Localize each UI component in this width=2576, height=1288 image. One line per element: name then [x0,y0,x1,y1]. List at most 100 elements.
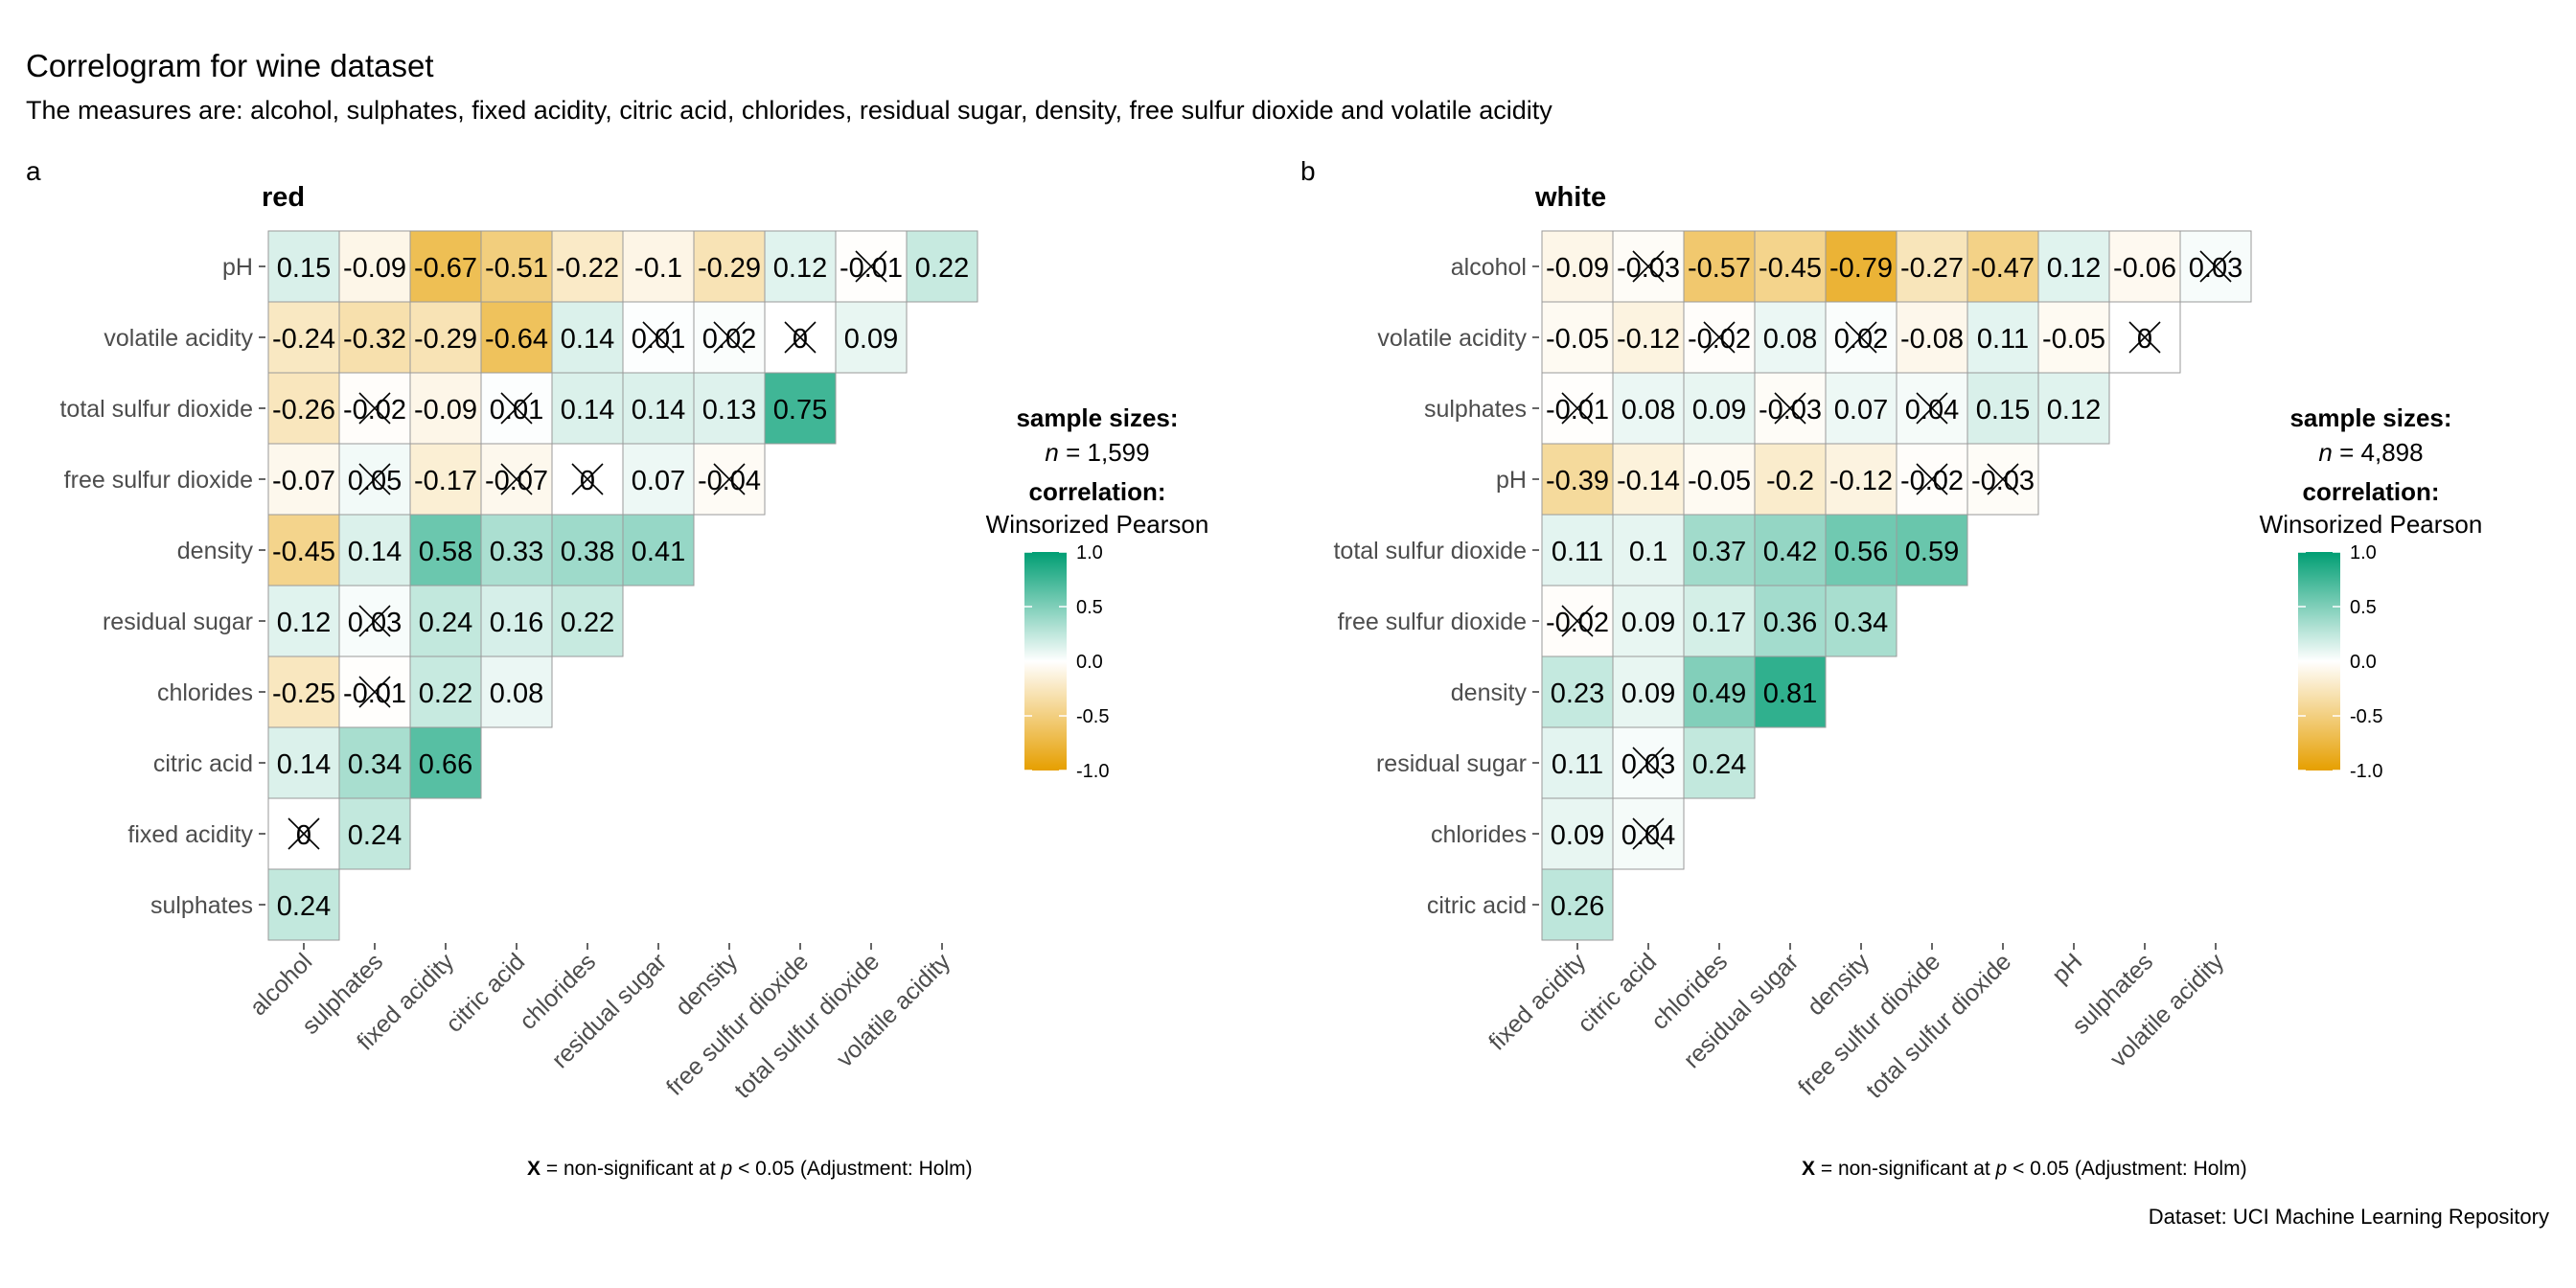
y-tick-label: volatile acidity [1377,325,1527,352]
heatmap-cell [1683,726,1756,799]
cell-label: 0.26 [1551,891,1604,922]
legend-corr-type: Winsorized Pearson [2260,510,2483,539]
y-tick-label: residual sugar [1376,750,1527,777]
y-tick-label: sulphates [1424,396,1527,423]
footnote-text: < 0.05 (Adjustment: Holm) [732,1158,972,1180]
heatmap-cell [2037,230,2110,303]
heatmap-cell [1825,443,1898,516]
cell-label: -0.01 [840,253,903,284]
nonsignificant-mark [2199,250,2232,283]
cell-label: 0.34 [1834,608,1888,638]
cell-label: 0.66 [419,749,472,780]
heatmap-cell [2037,372,2110,445]
legend-tick-label: 0.0 [1076,652,1103,673]
cell-label: 0.04 [1905,395,1959,426]
panel-title: red [262,182,305,213]
heatmap-cell [267,868,340,941]
heatmap-cell [480,230,553,303]
cell-label: 0.09 [1551,820,1604,851]
heatmap-cell [338,726,411,799]
nonsignificant-mark [358,605,391,637]
heatmap-cell [551,372,624,445]
heatmap-cell [622,514,695,586]
heatmap-cell [2179,230,2252,303]
heatmap-cell [267,726,340,799]
y-tick-label: residual sugar [103,609,253,635]
heatmap-cell [1825,372,1898,445]
legend: sample sizes: n = 4,898 correlation: Winsor… [2260,403,2483,782]
cell-label: 0.14 [348,537,402,567]
heatmap-cell [1683,585,1756,657]
cell-label: -0.03 [1617,253,1680,284]
nonsignificant-mark [1561,605,1594,637]
cell-label: -0.27 [1900,253,1964,284]
cell-label: 0.1 [1629,537,1668,567]
y-tick-label: free sulfur dioxide [64,467,253,494]
cell-label: 0.14 [561,324,614,355]
heatmap-cell [1825,585,1898,657]
cell-label: 0.24 [1692,749,1746,780]
heatmap-cell [835,301,908,374]
x-tick-label: fixed acidity [1484,948,1592,1056]
legend-tick-label: -0.5 [1076,706,1109,727]
cell-label: 0 [793,324,808,355]
heatmap-cell [1683,443,1756,516]
cell-label: -0.57 [1688,253,1751,284]
heatmap-cell [764,230,837,303]
legend-n-symbol: n [2318,438,2332,467]
page-title: Correlogram for wine dataset [26,48,434,83]
heatmap-cell [1683,656,1756,728]
cell-label: -0.2 [1766,466,1814,496]
cell-label: 0.05 [348,466,402,496]
nonsignificant-mark [1632,817,1665,850]
panel-red: a red 0.15 -0.09 -0.67 -0.51 -0.22 -0.1 -0.29 0.1… [26,156,1208,1180]
cell-label: 0.03 [2189,253,2242,284]
cell-label: 0.02 [1834,324,1888,355]
cell-label: -0.26 [272,395,335,426]
heatmap-cell [409,514,482,586]
heatmap-cell [1683,514,1756,586]
cell-label: 0.15 [277,253,331,284]
footnote-text: < 0.05 (Adjustment: Holm) [2007,1158,2246,1180]
y-tick-label: total sulfur dioxide [1333,538,1527,564]
cell-label: -0.67 [414,253,477,284]
heatmap-cell [1541,230,1614,303]
heatmap-cell [906,230,978,303]
cell-label: 0.09 [1692,395,1746,426]
cell-label: 0.33 [490,537,543,567]
cell-label: 0.24 [348,820,402,851]
cell-label: 0.41 [632,537,685,567]
cell-label: -0.03 [1759,395,1822,426]
cell-label: 0.22 [561,608,614,638]
y-tick-label: citric acid [153,750,253,777]
cell-label: 0.22 [915,253,969,284]
cell-label: 0.08 [490,678,543,709]
cell-label: -0.64 [485,324,548,355]
cell-label: -0.14 [1617,466,1680,496]
legend-tick-label: -1.0 [1076,761,1109,782]
heatmap-cell [338,797,411,870]
cell-label: -0.47 [1971,253,2035,284]
cell-label: -0.39 [1546,466,1609,496]
heatmap-cell [1612,372,1685,445]
heatmap-cell [693,230,766,303]
nonsignificant-mark [1916,392,1948,425]
cell-label: 0.37 [1692,537,1746,567]
cell-label: 0.36 [1763,608,1817,638]
cell-label: 0.08 [1763,324,1817,355]
cell-label: 0.49 [1692,678,1746,709]
cell-label: -0.12 [1617,324,1680,355]
y-tick-label: pH [222,254,253,281]
legend-tick-label: -1.0 [2350,761,2382,782]
heatmap-cell [1541,301,1614,374]
nonsignificant-mark [1632,747,1665,779]
significance-footnote: X = non-significant at p < 0.05 (Adjustm… [527,1158,973,1180]
cell-label: -0.04 [698,466,761,496]
nonsignificant-mark [358,463,391,495]
nonsignificant-mark [713,463,746,495]
cell-label: -0.02 [1546,608,1609,638]
nonsignificant-mark [1916,463,1948,495]
cell-label: 0.24 [277,891,331,922]
nonsignificant-mark [1845,321,1877,354]
nonsignificant-mark [1561,392,1594,425]
